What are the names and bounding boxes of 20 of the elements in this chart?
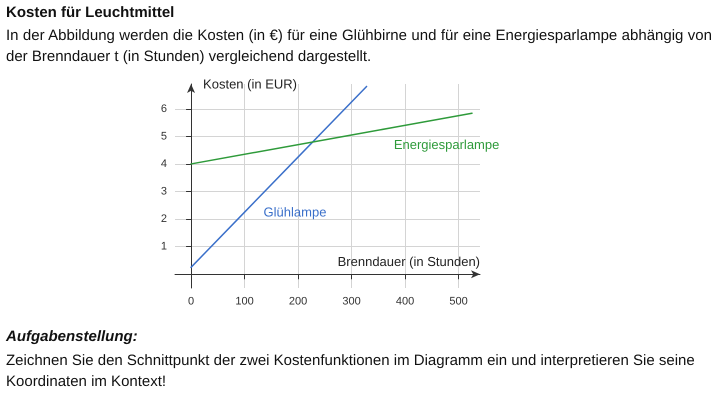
x-axis-title: Brenndauer (in Stunden) bbox=[338, 254, 480, 270]
text: Aufgabenstellung: bbox=[6, 328, 138, 345]
y-tick-label: 2 bbox=[160, 213, 167, 226]
x-tick-label: 500 bbox=[449, 296, 468, 308]
chart-title: Kosten für Leuchtmittel bbox=[6, 4, 174, 21]
text: Zeichnen Sie den Schnittpunkt der zwei Kostenfunktionen im Diagramm ein und interpretieren Sie seine Koordinaten im Kontext! bbox=[6, 351, 696, 392]
x-tick-label: 300 bbox=[342, 296, 361, 308]
x-tick-label: 100 bbox=[235, 296, 254, 308]
y-tick-label: 4 bbox=[160, 158, 167, 170]
y-tick-label: 6 bbox=[160, 102, 167, 115]
x-tick-label: 400 bbox=[396, 296, 414, 308]
series-label: Glühlampe bbox=[264, 204, 326, 220]
y-axis-title: Kosten (in EUR) bbox=[203, 76, 297, 92]
chart-subtitle: In der Abbildung werden die Kosten (in €) für eine Glühbirne und für eine Energiesparlampe abhängig von der Brenndauer t (in Stunden) vergleichend dargestellt. bbox=[6, 26, 712, 67]
y-tick-label: 5 bbox=[160, 130, 167, 142]
x-tick-label: 0 bbox=[188, 296, 194, 308]
x-tick-label: 200 bbox=[288, 296, 308, 308]
y-tick-label: 1 bbox=[160, 240, 167, 253]
series-label: Energiesparlampe bbox=[394, 137, 500, 152]
y-tick-label: 3 bbox=[160, 186, 167, 198]
